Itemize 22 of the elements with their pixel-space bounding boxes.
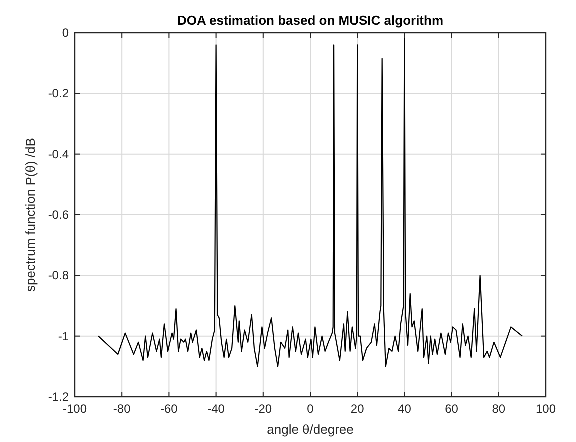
chart-title: DOA estimation based on MUSIC algorithm: [177, 13, 444, 28]
y-tick-label: -0.2: [48, 86, 70, 101]
x-tick-label: 40: [398, 402, 412, 416]
y-tick-label: -1: [58, 329, 70, 344]
y-tick-label: -0.4: [48, 147, 70, 162]
x-tick-label: 0: [307, 402, 314, 416]
y-axis-title: spectrum function P(θ) /dB: [23, 138, 38, 292]
x-tick-label: -60: [160, 402, 178, 416]
x-tick-label: 80: [492, 402, 506, 416]
x-tick-label: 20: [350, 402, 365, 416]
y-tick-label: -1.2: [48, 390, 70, 404]
line-series: [98, 32, 523, 368]
y-tick-label: -0.6: [48, 208, 70, 222]
x-tick-label: 100: [536, 402, 556, 416]
x-tick-label: 60: [445, 402, 459, 416]
x-axis-title: angle θ/degree: [267, 422, 354, 437]
x-tick-label: -20: [254, 402, 272, 416]
x-tick-label: -40: [208, 402, 226, 416]
x-tick-label: -100: [62, 402, 88, 416]
x-tick-label: -80: [113, 402, 132, 416]
y-tick-label: 0: [62, 26, 70, 40]
y-tick-label: -0.8: [48, 268, 70, 283]
